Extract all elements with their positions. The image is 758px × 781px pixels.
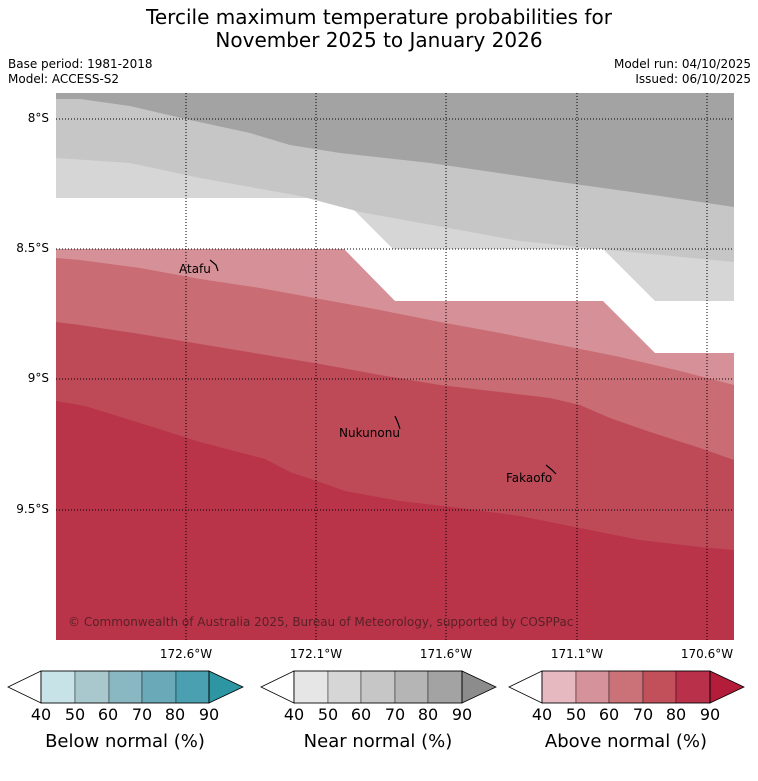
colorbar-above-label: Above normal (%) [544,731,708,752]
near-normal-60-area [56,93,734,207]
colorbar-above-bin-1 [541,670,577,704]
lon-label-170-6w: 170.6°W [680,647,734,661]
lat-label-8-5s: 8.5°S [16,241,49,255]
tick: 60 [350,705,372,724]
tick: 40 [531,705,553,724]
colorbar-near-bin-1 [293,670,329,704]
tick: 70 [632,705,654,724]
colorbar-above-bin-4 [642,670,677,704]
tick: 40 [30,705,52,724]
colorbar-above-bin-2 [575,670,610,704]
colorbar-below-extend-low [7,670,42,704]
model-run: Model run: 04/10/2025 [613,57,751,71]
colorbar-above-bin-5 [675,670,711,704]
colorbar-above-normal [508,670,745,704]
lat-label-9-5s: 9.5°S [16,502,49,516]
colorbar-below-extend-high [208,670,244,704]
tick: 60 [97,705,119,724]
tick: 80 [417,705,439,724]
place-atafu: Atafu [179,262,211,276]
base-period: Base period: 1981-2018 [8,57,153,71]
colorbar-near-bin-3 [360,670,396,704]
tick: 80 [665,705,687,724]
meta-right: Model run: 04/10/2025 Issued: 06/10/2025 [614,57,751,87]
tick: 70 [384,705,406,724]
coastlines [209,259,557,475]
lon-label-171-1w: 171.1°W [550,647,604,661]
colorbar-below-bin-5 [175,670,210,704]
tick: 90 [699,705,721,724]
colorbar-above-frame [541,670,711,704]
probability-shading: © Commonwealth of Australia 2025, Bureau… [56,93,734,640]
place-nukunonu: Nukunonu [339,426,400,440]
colorbar-near-extend-low [260,670,295,704]
title-line-1: Tercile maximum temperature probabilitie… [146,5,612,29]
title-line-2: November 2025 to January 2026 [215,28,543,52]
above-normal-80-area [56,401,734,640]
colorbar-above-bin-3 [608,670,644,704]
map-title: Tercile maximum temperature probabilitie… [0,6,758,52]
tick: 50 [317,705,339,724]
colorbar-below-frame [40,670,210,704]
tick: 70 [131,705,153,724]
colorbar-below-bin-4 [141,670,177,704]
meta-left: Base period: 1981-2018 Model: ACCESS-S2 [8,57,153,87]
lat-label-8s: 8°S [27,111,49,125]
lat-label-9s: 9°S [27,371,49,385]
issued-date: Issued: 06/10/2025 [635,72,751,86]
tick: 80 [164,705,186,724]
colorbar-above-extend-low [508,670,543,704]
tick: 50 [565,705,587,724]
colorbar-below-normal [7,670,244,704]
nukunonu-coast [394,415,401,430]
colorbar-near-extend-high [461,670,497,704]
colorbar-below-bin-2 [74,670,110,704]
colorbar-near-label: Near normal (%) [303,731,453,752]
colorbar-below-bin-1 [40,670,76,704]
colorbar-below-bin-3 [108,670,143,704]
lon-label-172-6w: 172.6°W [159,647,213,661]
colorbar-near-bin-2 [327,670,362,704]
colorbar-near-frame [293,670,463,704]
place-fakaofo: Fakaofo [506,471,553,485]
copyright-notice: © Commonwealth of Australia 2025, Bureau… [68,615,573,629]
lon-label-172-1w: 172.1°W [289,647,343,661]
lon-label-171-6w: 171.6°W [419,647,473,661]
colorbar-above-extend-high [709,670,745,704]
atafu-coast [209,259,219,272]
colorbar-near-normal [260,670,497,704]
fakaofo-coast [545,464,557,475]
colorbar-below-label: Below normal (%) [45,731,205,752]
model-name: Model: ACCESS-S2 [8,72,120,86]
tick: 50 [64,705,86,724]
graticule [56,93,734,640]
tick: 90 [198,705,220,724]
tick: 40 [283,705,305,724]
colorbar-near-bin-4 [394,670,429,704]
tick: 60 [598,705,620,724]
colorbar-near-bin-5 [427,670,463,704]
tick: 90 [451,705,473,724]
